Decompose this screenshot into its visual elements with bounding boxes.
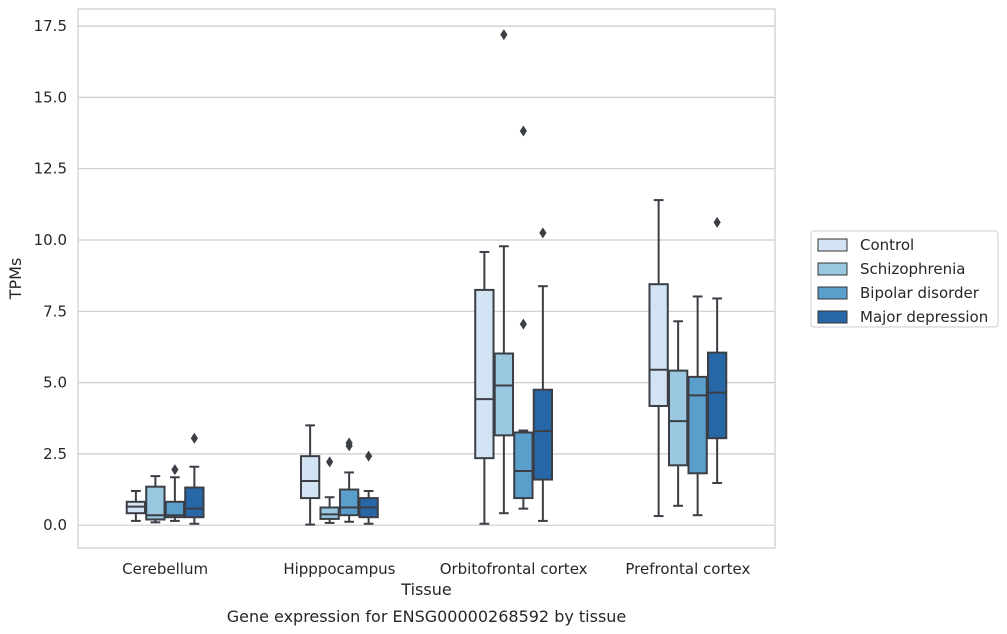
- legend-swatch: [817, 262, 848, 276]
- outlier-point: [519, 318, 527, 330]
- box-bipolar-disorder: [513, 125, 534, 510]
- legend-label: Control: [860, 236, 914, 254]
- y-tick-label: 0.0: [43, 516, 67, 534]
- box-body: [648, 283, 669, 407]
- legend-label: Bipolar disorder: [860, 284, 980, 302]
- box-schizophrenia: [667, 320, 689, 507]
- outlier-point: [365, 450, 373, 462]
- box-bipolar-disorder: [687, 295, 708, 517]
- box-body: [687, 375, 708, 475]
- y-axis-ticks: 0.0 2.5 5.0 7.5 10.0 12.5 15.0 17.5: [34, 17, 67, 534]
- box-major-depression: [358, 450, 379, 525]
- box-body: [299, 455, 321, 500]
- legend-swatch: [817, 238, 848, 252]
- box-schizophrenia: [319, 456, 340, 524]
- box-body: [667, 369, 689, 467]
- box-body: [706, 351, 728, 440]
- y-tick-label: 17.5: [34, 17, 67, 35]
- box-control: [125, 489, 147, 522]
- outlier-point: [190, 432, 198, 444]
- box-major-depression: [532, 227, 554, 522]
- boxes: [125, 29, 728, 526]
- legend-swatch: [817, 286, 848, 300]
- box-body: [532, 388, 554, 481]
- outlier-point: [519, 125, 527, 137]
- box-bipolar-disorder: [338, 437, 360, 523]
- y-tick-label: 2.5: [43, 445, 67, 463]
- y-tick-label: 15.0: [34, 88, 67, 106]
- y-tick-label: 5.0: [43, 374, 67, 392]
- y-tick-label: 12.5: [34, 160, 67, 178]
- box-body: [513, 431, 534, 500]
- box-major-depression: [184, 432, 205, 525]
- legend: Control Schizophrenia Bipolar disorder Majo…: [810, 230, 999, 328]
- x-tick-label: Cerebellum: [122, 560, 208, 578]
- box-control: [299, 424, 321, 526]
- box-schizophrenia: [493, 29, 515, 515]
- box-body: [338, 488, 360, 517]
- box-body: [474, 288, 495, 460]
- legend-label: Schizophrenia: [860, 260, 965, 278]
- legend-label: Major depression: [860, 308, 988, 326]
- x-tick-label: Hipppocampus: [283, 560, 395, 578]
- y-tick-label: 7.5: [43, 302, 67, 320]
- box-bipolar-disorder: [164, 464, 186, 522]
- box-body: [164, 500, 186, 519]
- x-axis-label: Tissue: [400, 580, 451, 599]
- box-control: [474, 250, 495, 525]
- gridlines: [78, 25, 775, 526]
- y-tick-label: 10.0: [34, 231, 67, 249]
- box-body: [319, 506, 340, 520]
- plot-frame: [77, 8, 776, 549]
- legend-swatch: [817, 310, 848, 324]
- box-control: [648, 199, 669, 518]
- plot-background: [78, 9, 775, 548]
- box-body: [493, 352, 515, 437]
- x-tick-label: Orbitofrontal cortex: [440, 560, 588, 578]
- y-axis-label: TPMs: [6, 258, 25, 301]
- box-body: [184, 486, 205, 519]
- legend-frame: [810, 230, 999, 328]
- x-axis-ticks: Cerebellum Hipppocampus Orbitofrontal cort…: [122, 560, 750, 578]
- outlier-point: [171, 464, 179, 476]
- x-tick-label: Prefrontal cortex: [625, 560, 750, 578]
- outlier-point: [713, 216, 721, 228]
- box-major-depression: [706, 216, 728, 484]
- box-schizophrenia: [145, 475, 166, 524]
- outlier-point: [326, 456, 334, 468]
- box-body: [145, 485, 166, 521]
- outlier-point: [345, 437, 353, 449]
- outlier-point: [539, 227, 547, 239]
- outlier-point: [500, 29, 508, 41]
- chart-title: Gene expression for ENSG00000268592 by t…: [227, 607, 627, 626]
